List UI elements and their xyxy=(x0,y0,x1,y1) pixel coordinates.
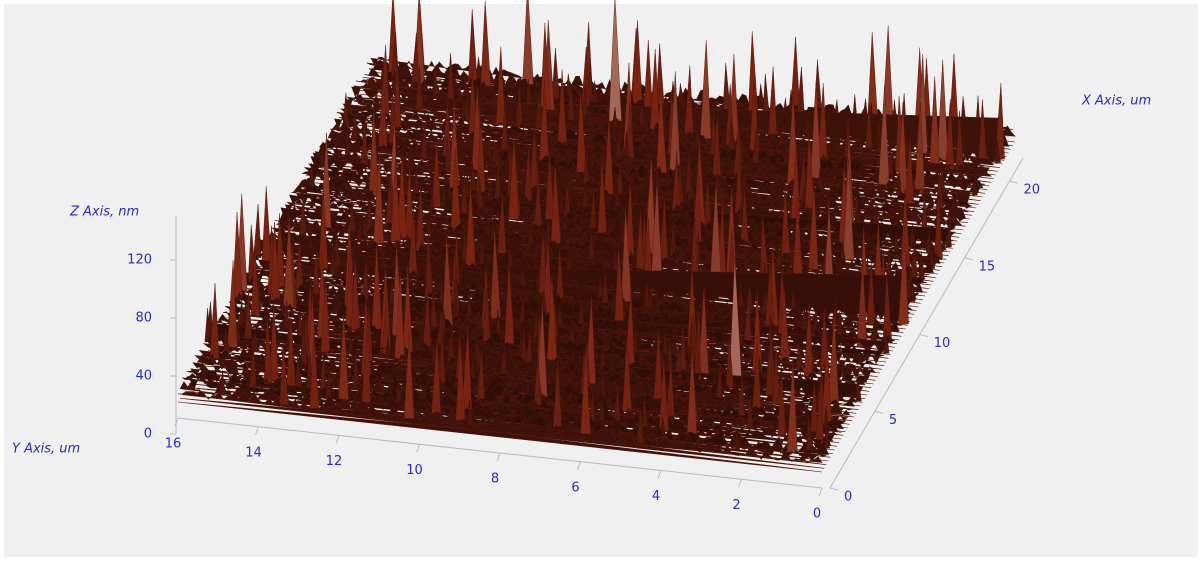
z-tick-label: 120 xyxy=(127,253,152,268)
y-tick-label: 14 xyxy=(245,445,262,460)
y-axis-label: Y Axis, um xyxy=(12,442,80,457)
z-tick-label: 0 xyxy=(144,427,152,442)
chart: Z Axis, nm Y Axis, um X Axis, um 0 2 4 6 8 10… xyxy=(0,0,1202,561)
y-tick-label: 10 xyxy=(406,463,423,478)
z-tick-label: 40 xyxy=(135,369,152,384)
x-tick-label: 10 xyxy=(934,336,951,351)
x-tick-label: 20 xyxy=(1024,183,1041,198)
z-tick-label: 80 xyxy=(135,311,152,326)
x-tick-label: 15 xyxy=(979,259,996,274)
z-axis-label: Z Axis, nm xyxy=(69,205,139,220)
x-tick-label: 0 xyxy=(844,490,852,505)
y-tick-label: 12 xyxy=(326,454,343,469)
y-tick-label: 0 xyxy=(813,507,821,522)
x-axis-label: X Axis, um xyxy=(1081,94,1151,109)
y-tick-label: 2 xyxy=(732,498,740,513)
y-tick-label: 16 xyxy=(165,437,182,452)
y-tick-label: 6 xyxy=(571,480,579,495)
x-tick-label: 5 xyxy=(889,413,897,428)
y-tick-label: 8 xyxy=(491,472,499,487)
y-tick-label: 4 xyxy=(652,489,660,504)
page: Z Axis, nm Y Axis, um X Axis, um 0 2 4 6 8 10… xyxy=(0,0,1202,561)
